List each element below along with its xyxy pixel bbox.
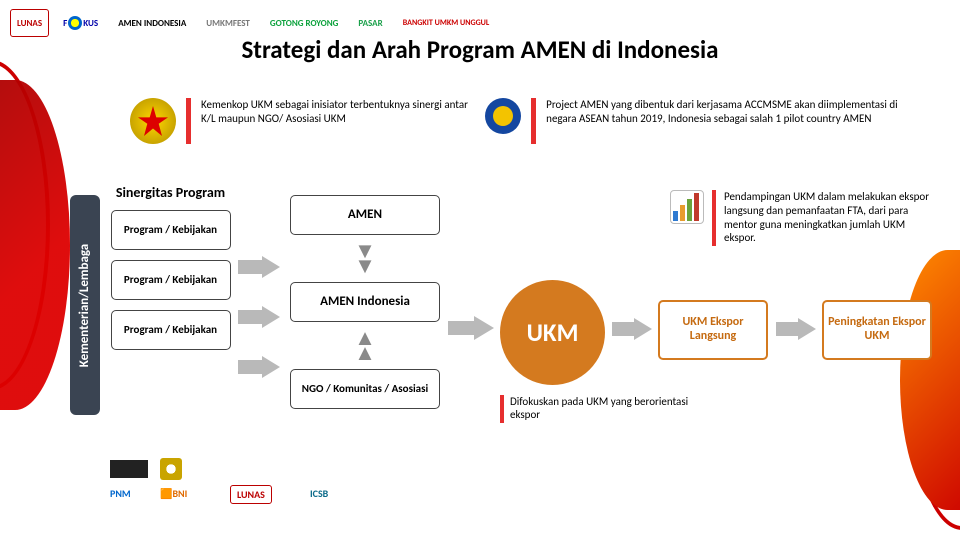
page-title: Strategi dan Arah Program AMEN di Indone…	[0, 36, 960, 64]
logo-gotongroyong: GOTONG ROYONG	[264, 9, 345, 37]
program-box: Program / Kebijakan	[111, 210, 231, 250]
arrow-icon	[238, 306, 280, 328]
right-description: Pendampingan UKM dalam melakukan ekspor …	[670, 190, 930, 246]
arrow-icon	[612, 318, 652, 340]
bar-chart-icon	[670, 190, 704, 224]
asean-logo-icon	[485, 98, 521, 134]
logo-pnm: PNM	[110, 487, 131, 500]
logo-lunas-bottom: LUNAS	[230, 485, 272, 504]
logo-pasar: PASAR	[352, 9, 388, 37]
logo-dark	[110, 460, 148, 478]
desc-right-text: Project AMEN yang dibentuk dari kerjasam…	[546, 98, 930, 126]
bg-swish-left	[0, 80, 70, 410]
down-arrow-icon: ▼▼	[354, 243, 376, 274]
arrow-icon	[448, 316, 494, 340]
accent-bar	[712, 190, 716, 246]
logo-lunas: LUNAS	[10, 9, 49, 37]
logo-bangkit: BANGKIT UMKM UNGGUL	[397, 9, 496, 37]
ngo-box: NGO / Komunitas / Asosiasi	[290, 369, 440, 409]
logo-umkmfest: UMKMFEST	[200, 9, 256, 37]
arrow-icon	[238, 356, 280, 378]
arrow-icon	[238, 256, 280, 278]
desc-left-text: Kemenkop UKM sebagai inisiator terbentuk…	[201, 98, 475, 126]
accent-bar	[531, 98, 536, 144]
logo-icsb: ICSB	[310, 487, 328, 500]
garuda-emblem-icon	[130, 98, 176, 144]
ukm-note: Difokuskan pada UKM yang berorientasi ek…	[500, 395, 690, 423]
bg-swish-right	[900, 250, 960, 510]
amen-box: AMEN	[290, 195, 440, 235]
program-box: Program / Kebijakan	[111, 260, 231, 300]
ukm-note-text: Difokuskan pada UKM yang berorientasi ek…	[510, 395, 690, 421]
logo-bni: 🟧BNI	[160, 487, 187, 500]
sinergitas-column: Sinergitas Program Program / Kebijakan P…	[108, 185, 233, 350]
amen-indonesia-box: AMEN Indonesia	[290, 282, 440, 322]
program-box: Program / Kebijakan	[111, 310, 231, 350]
arrow-icon	[776, 318, 816, 340]
description-row: Kemenkop UKM sebagai inisiator terbentuk…	[130, 98, 930, 144]
outcome-box-2: Peningkatan Ekspor UKM	[822, 300, 932, 360]
outcome-box-1: UKM Ekspor Langsung	[658, 300, 768, 360]
center-column: AMEN ▼▼ AMEN Indonesia ▲▲ NGO / Komunita…	[290, 195, 440, 409]
logo-fokus: FKUS	[57, 9, 104, 37]
accent-bar	[500, 395, 504, 423]
right-desc-text: Pendampingan UKM dalam melakukan ekspor …	[724, 190, 930, 245]
logo-amen: AMEN INDONESIA	[112, 9, 192, 37]
up-arrow-icon: ▲▲	[354, 330, 376, 361]
sinergitas-heading: Sinergitas Program	[116, 185, 225, 200]
ukm-circle: UKM	[500, 280, 605, 385]
logo-kemenkeu-icon	[160, 458, 182, 480]
sidebar-vertical-label: Kementerian/Lembaga	[70, 195, 100, 415]
accent-bar	[186, 98, 191, 144]
